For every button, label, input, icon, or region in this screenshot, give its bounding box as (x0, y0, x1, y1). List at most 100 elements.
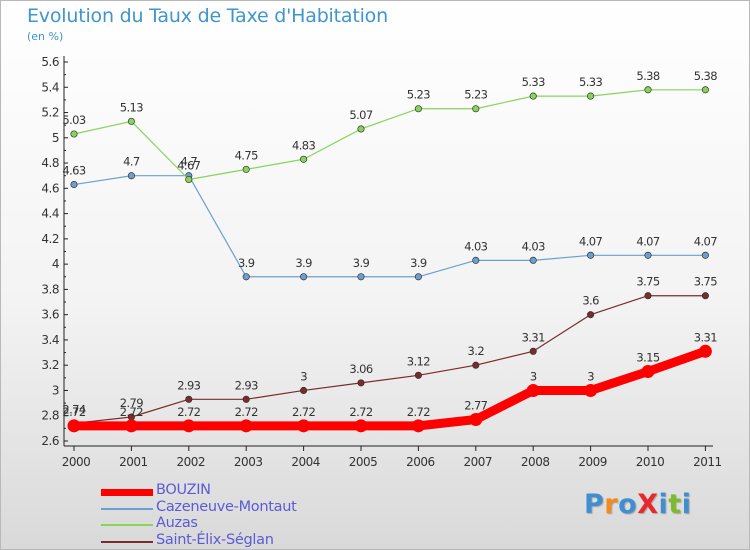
data-point (472, 105, 480, 113)
data-point (526, 383, 540, 397)
data-label: 5.07 (349, 108, 372, 122)
data-label: 3.31 (522, 330, 545, 344)
data-label: 4.07 (694, 234, 717, 248)
data-point (297, 419, 311, 433)
legend-swatch (101, 507, 153, 510)
data-label: 3 (300, 369, 307, 383)
data-label: 3.6 (582, 294, 599, 308)
series-line-2 (73, 89, 707, 181)
y-tick-label: 4.6 (41, 181, 59, 195)
x-tick-label: 2003 (234, 455, 263, 469)
data-label: 4.63 (62, 164, 85, 178)
data-label: 2.72 (235, 405, 258, 419)
chart-unit: (en %) (27, 30, 64, 43)
data-point (239, 419, 253, 433)
y-tick-label: 2.6 (41, 434, 59, 448)
data-label: 3.9 (295, 256, 312, 270)
data-point (127, 172, 135, 180)
data-label: 2.77 (464, 399, 487, 413)
y-tick-label: 4.8 (41, 156, 59, 170)
data-label: 5.23 (407, 88, 430, 102)
data-label: 2.72 (62, 405, 85, 419)
data-point (701, 292, 709, 300)
data-label: 3.06 (349, 362, 372, 376)
logo-letter: P (584, 489, 605, 520)
data-point (70, 180, 78, 189)
proxiti-logo: ProXiti (584, 489, 691, 520)
data-label: 5.38 (636, 69, 659, 83)
y-tick-label: 3.6 (41, 308, 59, 322)
logo-letter: X (637, 489, 659, 520)
data-label: 5.38 (694, 69, 717, 83)
data-point (127, 117, 135, 125)
y-tick-label: 5.6 (41, 55, 59, 69)
data-label: 3 (530, 369, 537, 383)
data-point (354, 419, 368, 433)
series-line-3 (73, 295, 707, 424)
y-tick-label: 4 (52, 257, 59, 271)
y-tick-label: 2.8 (41, 409, 59, 423)
legend-label: Auzas (156, 515, 198, 531)
x-tick-label: 2007 (464, 455, 493, 469)
data-label: 4.75 (235, 148, 258, 162)
x-tick-label: 2009 (578, 455, 607, 469)
logo-letter: t (668, 489, 682, 520)
data-label: 4.07 (579, 234, 602, 248)
data-label: 2.72 (120, 405, 143, 419)
data-point (414, 105, 422, 113)
data-label: 5.13 (120, 100, 143, 114)
data-point (587, 251, 595, 259)
y-tick-label: 3.2 (41, 358, 59, 372)
logo-letter: i (658, 489, 669, 520)
legend-swatch (101, 540, 153, 543)
data-label: 3 (587, 369, 594, 383)
data-label: 2.72 (407, 405, 430, 419)
x-tick-label: 2006 (406, 455, 435, 469)
data-point (185, 395, 193, 403)
data-label: 3.75 (636, 275, 659, 289)
data-point (124, 419, 138, 433)
y-tick-label: 4.2 (41, 232, 59, 246)
data-label: 4.7 (181, 155, 198, 169)
x-tick-label: 2004 (291, 455, 320, 469)
data-point (587, 92, 595, 100)
data-label: 3.9 (410, 256, 427, 270)
x-tick-label: 2001 (119, 455, 148, 469)
data-point (182, 419, 196, 433)
data-point (472, 361, 480, 369)
logo-letter: r (604, 489, 619, 520)
data-point (641, 365, 655, 379)
data-point (698, 344, 712, 358)
data-label: 2.93 (177, 378, 200, 392)
data-label: 3.12 (407, 354, 430, 368)
data-point (70, 130, 78, 138)
data-point (67, 419, 81, 433)
x-tick-label: 2002 (177, 455, 206, 469)
legend-swatch (101, 524, 153, 526)
data-label: 4.67 (177, 158, 200, 172)
x-tick-label: 2008 (521, 455, 550, 469)
data-label: 4.7 (123, 155, 140, 169)
legend-swatch (101, 488, 153, 496)
logo-letter: i (681, 489, 692, 520)
x-tick-label: 2010 (636, 455, 665, 469)
data-label: 3.9 (238, 256, 255, 270)
data-point (414, 273, 422, 281)
data-point (300, 386, 308, 395)
data-point (357, 379, 365, 387)
data-label: 4.03 (464, 239, 487, 253)
data-label: 4.83 (292, 138, 315, 152)
data-label: 2.72 (177, 405, 200, 419)
data-point (185, 175, 193, 184)
x-tick-label: 2011 (693, 455, 722, 469)
y-tick-label: 4.4 (41, 207, 59, 221)
data-label: 5.33 (579, 75, 602, 89)
data-point (242, 395, 250, 403)
y-tick-label: 3.4 (41, 333, 59, 347)
data-point (414, 371, 422, 379)
data-label: 2.72 (292, 405, 315, 419)
data-label: 4.03 (522, 239, 545, 253)
data-label: 3.15 (636, 351, 659, 365)
data-label: 5.03 (62, 113, 85, 127)
